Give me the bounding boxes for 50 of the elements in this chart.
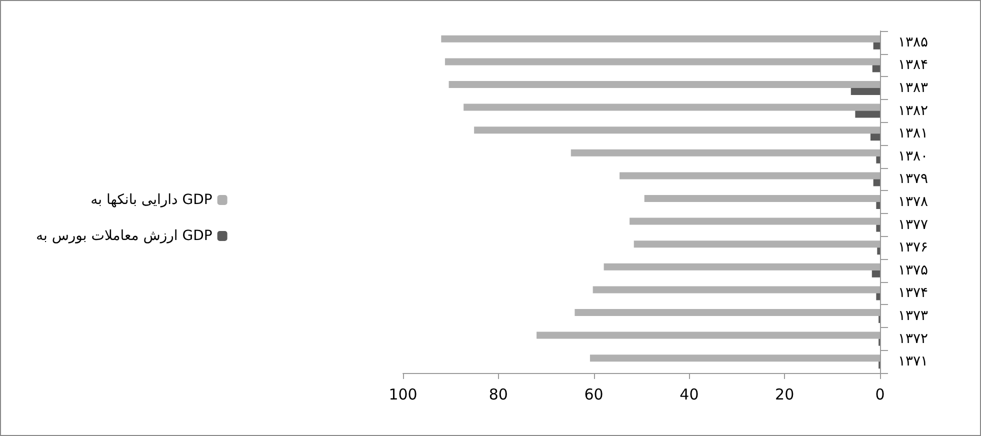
x-tick-label: 40 bbox=[680, 386, 699, 404]
bar bbox=[872, 65, 880, 72]
bar bbox=[876, 156, 880, 164]
bar bbox=[592, 286, 880, 294]
y-tick-label: ۱۳۷۴ bbox=[898, 285, 928, 302]
bar bbox=[876, 293, 880, 300]
bar bbox=[872, 270, 880, 278]
y-tick-label: ۱۳۸۰ bbox=[898, 148, 928, 164]
y-tick-label: ۱۳۷۲ bbox=[898, 330, 928, 347]
x-tick-label: 60 bbox=[584, 386, 604, 404]
y-tick-label: ۱۳۷۳ bbox=[898, 308, 929, 324]
x-tick-label: 0 bbox=[875, 386, 885, 404]
bar bbox=[604, 263, 880, 270]
bar bbox=[574, 309, 880, 316]
bar bbox=[873, 42, 880, 50]
bar bbox=[877, 248, 880, 255]
bar bbox=[448, 81, 880, 88]
y-tick-label: ۱۳۷۸ bbox=[898, 194, 929, 210]
bar bbox=[876, 202, 880, 209]
y-tick-label: ۱۳۸۱ bbox=[898, 126, 928, 142]
bar bbox=[873, 179, 880, 186]
y-tick-label: ۱۳۸۳ bbox=[898, 80, 929, 96]
bar bbox=[850, 88, 880, 95]
legend-label: ارزش معاملات بورس به GDP bbox=[36, 228, 212, 244]
bar bbox=[876, 224, 880, 232]
bar bbox=[441, 35, 880, 42]
y-tick-label: ۱۳۷۱ bbox=[898, 354, 928, 370]
x-tick-label: 80 bbox=[488, 386, 508, 404]
bar bbox=[634, 240, 880, 248]
x-tick-label: 20 bbox=[775, 386, 794, 404]
y-tick-label: ۱۳۷۵ bbox=[898, 262, 928, 278]
bar bbox=[590, 354, 880, 362]
bar bbox=[444, 58, 880, 66]
bar bbox=[620, 172, 880, 180]
legend-label: دارایی بانکها به GDP bbox=[90, 192, 212, 208]
bar bbox=[474, 126, 880, 134]
bar bbox=[855, 110, 880, 118]
bar bbox=[536, 332, 880, 339]
y-tick-label: ۱۳۷۹ bbox=[898, 171, 928, 188]
y-tick-label: ۱۳۸۲ bbox=[898, 102, 928, 119]
bar bbox=[870, 134, 880, 141]
bar bbox=[630, 218, 880, 225]
y-tick-label: ۱۳۷۶ bbox=[898, 240, 928, 256]
y-tick-label: ۱۳۸۴ bbox=[898, 57, 928, 74]
bar bbox=[570, 149, 880, 156]
y-tick-label: ۱۳۸۵ bbox=[898, 34, 928, 50]
y-tick-label: ۱۳۷۷ bbox=[898, 216, 929, 233]
x-tick-label: 100 bbox=[388, 386, 418, 404]
bar bbox=[644, 195, 880, 202]
bar bbox=[464, 104, 880, 111]
